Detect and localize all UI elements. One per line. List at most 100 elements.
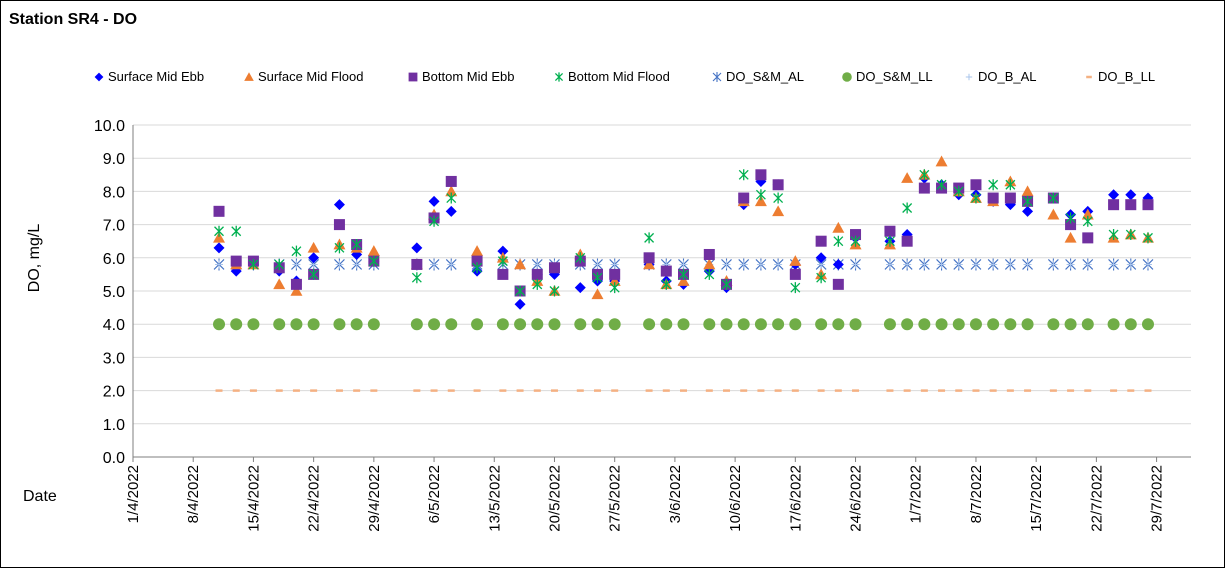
data-point — [446, 192, 457, 204]
data-point — [988, 179, 999, 191]
data-point — [1143, 232, 1153, 244]
x-tick-label: 8/4/2022 — [185, 465, 202, 523]
data-point — [428, 195, 440, 207]
y-tick-label: 1.0 — [103, 417, 125, 434]
x-tick-labels: 1/4/2022 8/4/2022 15/4/2022 22/4/2022 29/4/2… — [125, 465, 1166, 532]
data-point — [213, 231, 226, 243]
legend-item: DO_S&M_AL — [711, 69, 804, 84]
data-point — [1081, 208, 1094, 220]
data-point — [901, 172, 914, 183]
data-point — [772, 205, 785, 217]
data-point — [333, 318, 346, 331]
data-point — [920, 260, 929, 269]
x-tick-label: 20/5/2022 — [546, 465, 563, 532]
data-point — [901, 318, 914, 331]
x-tick-label: 1/7/2022 — [908, 465, 925, 523]
data-point — [987, 192, 999, 204]
data-point — [738, 169, 749, 181]
data-point — [411, 242, 423, 254]
legend-marker — [408, 72, 418, 81]
data-point — [1047, 208, 1060, 220]
data-point — [755, 169, 767, 181]
legend-label: Bottom Mid Flood — [568, 69, 670, 84]
data-point — [610, 260, 619, 269]
x-tick-label: 3/6/2022 — [667, 465, 684, 523]
data-point — [851, 260, 860, 269]
data-point — [445, 175, 457, 187]
x-tick-label: 8/7/2022 — [968, 465, 985, 523]
data-point — [884, 235, 895, 247]
data-point — [815, 235, 827, 247]
data-point — [367, 245, 380, 256]
data-point — [447, 260, 456, 269]
legend-item: DO_B_AL — [963, 69, 1037, 84]
x-tick-label: 13/5/2022 — [486, 465, 503, 532]
data-point — [936, 179, 947, 191]
data-point — [901, 235, 913, 247]
x-tick-label: 1/4/2022 — [125, 465, 142, 523]
data-point — [815, 252, 827, 264]
data-point — [1048, 192, 1059, 204]
data-point — [351, 239, 362, 251]
data-point — [789, 318, 802, 331]
data-point — [591, 288, 604, 300]
legend-marker-icon — [965, 73, 973, 80]
data-point — [548, 262, 560, 274]
data-point — [471, 318, 484, 331]
data-point — [497, 255, 508, 267]
x-tick-label: 29/7/2022 — [1149, 465, 1166, 532]
data-point — [411, 258, 423, 270]
data-point — [1082, 232, 1094, 244]
legend-item: Surface Mid Ebb — [93, 69, 204, 84]
data-point — [720, 318, 733, 331]
data-point — [644, 232, 655, 244]
data-point — [679, 260, 688, 269]
data-point — [970, 192, 981, 204]
data-point — [592, 272, 603, 284]
data-point — [608, 275, 621, 286]
data-point — [832, 221, 845, 233]
x-tick-label: 15/4/2022 — [245, 465, 262, 532]
data-point — [772, 179, 784, 191]
y-tick-label: 6.0 — [103, 251, 125, 268]
data-point — [367, 318, 380, 331]
data-point — [1141, 318, 1154, 331]
y-tick-label: 10.0 — [94, 118, 125, 135]
data-point — [273, 278, 286, 290]
data-point — [273, 318, 286, 331]
data-point — [1006, 260, 1015, 269]
data-point — [445, 185, 458, 197]
data-point — [308, 252, 320, 264]
data-point — [816, 272, 827, 284]
legend-marker — [712, 71, 722, 82]
legend-label: DO_S&M_LL — [856, 69, 933, 84]
data-point — [307, 241, 320, 253]
x-tick-label: 6/5/2022 — [426, 465, 443, 523]
data-point — [722, 260, 731, 269]
data-point — [1124, 318, 1137, 331]
data-point — [591, 318, 604, 331]
data-point — [1022, 205, 1034, 217]
x-tick-label: 10/6/2022 — [727, 465, 744, 532]
data-point — [368, 255, 379, 267]
data-point — [430, 260, 439, 269]
data-point — [1107, 318, 1120, 331]
data-point — [531, 268, 543, 280]
data-point — [1023, 260, 1032, 269]
data-point — [661, 278, 672, 290]
legend-item: Bottom Mid Flood — [553, 69, 670, 84]
data-point — [335, 260, 344, 269]
data-point — [548, 318, 561, 331]
data-point — [952, 318, 965, 331]
y-axis-label: DO, mg/L — [26, 224, 43, 293]
data-point — [308, 268, 319, 280]
data-point — [739, 260, 748, 269]
data-point — [902, 202, 913, 214]
data-point — [230, 318, 243, 331]
data-point — [850, 229, 862, 241]
data-point — [290, 278, 302, 290]
data-point — [593, 260, 602, 269]
data-point — [1064, 318, 1077, 331]
data-point — [533, 260, 542, 269]
